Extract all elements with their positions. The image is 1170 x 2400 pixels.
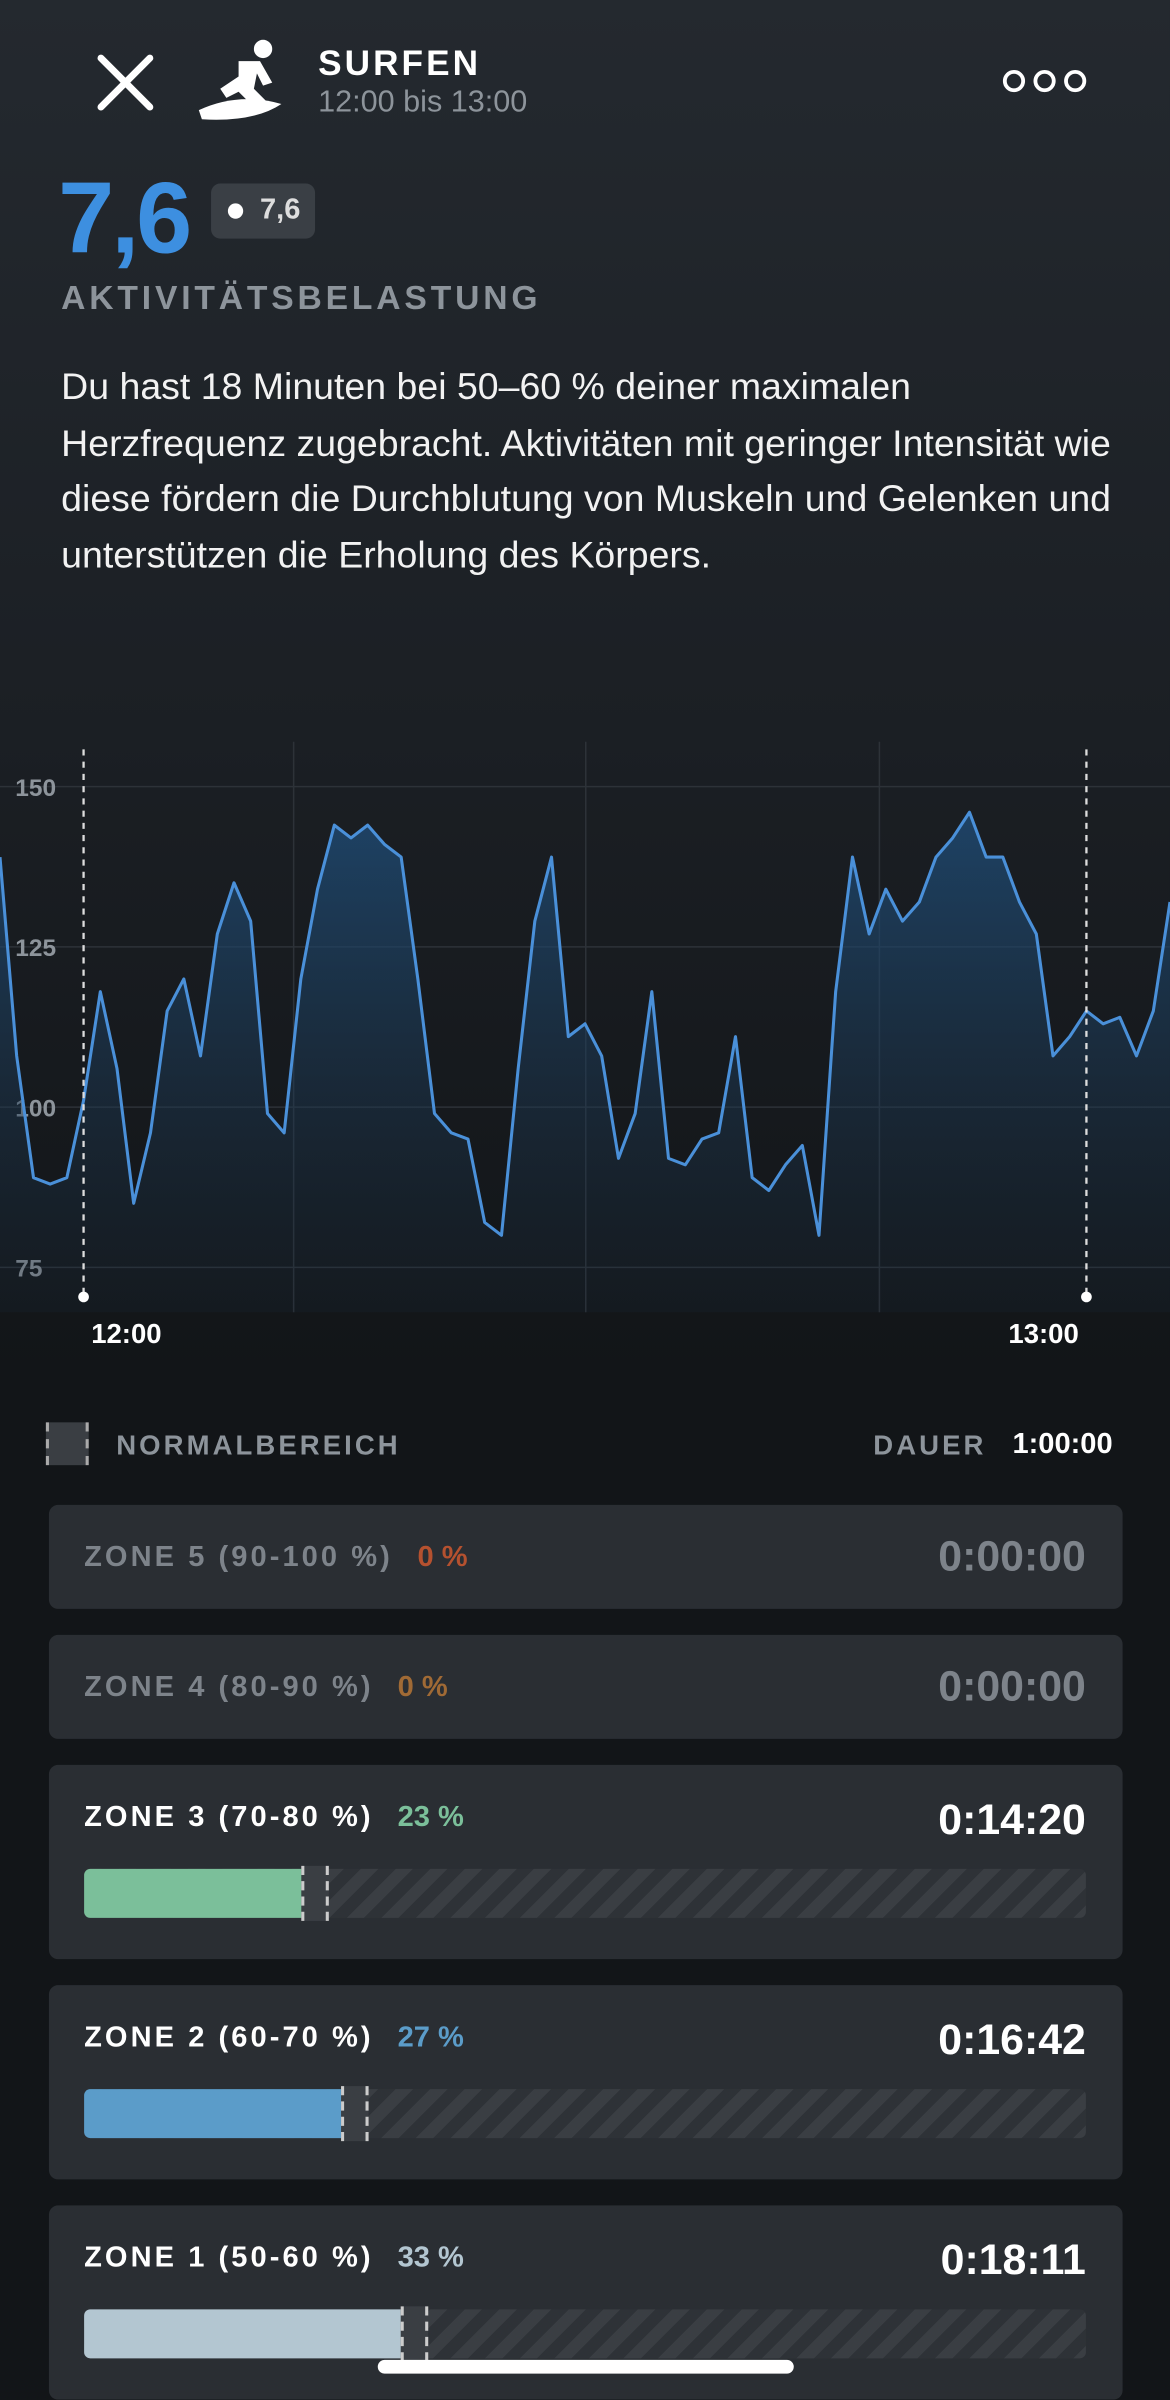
score-value: 7,6 bbox=[58, 160, 192, 274]
zone-name: ZONE 2 (60-70 %) bbox=[84, 2021, 374, 2054]
zone-name: ZONE 4 (80-90 %) bbox=[84, 1671, 374, 1704]
zone-bar bbox=[84, 2309, 415, 2359]
zone-card: ZONE 1 (50-60 %) 33 % 0:18:11 bbox=[48, 2205, 1123, 2400]
zone-name: ZONE 5 (90-100 %) bbox=[84, 1541, 393, 1574]
activity-time: 12:00 bis 13:00 bbox=[318, 85, 528, 120]
normal-range-marker bbox=[400, 2306, 429, 2362]
zone-percent: 33 % bbox=[397, 2242, 464, 2275]
zone-track bbox=[84, 2306, 1086, 2362]
duration-total: 1:00:00 bbox=[1012, 1428, 1113, 1461]
description: Du hast 18 Minuten bei 50–60 % deiner ma… bbox=[61, 367, 1112, 576]
normal-range-marker bbox=[340, 2086, 369, 2142]
y-tick-label: 150 bbox=[15, 775, 56, 802]
zone-duration: 0:16:42 bbox=[938, 2015, 1086, 2064]
duration-label: DAUER bbox=[873, 1429, 987, 1461]
surf-icon bbox=[198, 39, 282, 120]
x-tick-dot bbox=[1081, 1291, 1092, 1303]
home-indicator bbox=[377, 2359, 794, 2374]
normal-range-swatch bbox=[45, 1422, 89, 1466]
zone-track bbox=[84, 1865, 1086, 1921]
area bbox=[0, 812, 1170, 1313]
activity-title: SURFEN bbox=[318, 42, 482, 83]
close-button[interactable] bbox=[92, 49, 159, 116]
zone-percent: 0 % bbox=[397, 1671, 448, 1704]
zone-duration: 0:14:20 bbox=[938, 1795, 1086, 1843]
zone-name: ZONE 1 (50-60 %) bbox=[84, 2242, 374, 2275]
zone-card: ZONE 5 (90-100 %) 0 % 0:00:00 bbox=[48, 1504, 1123, 1609]
zone-card: ZONE 2 (60-70 %) 27 % 0:16:42 bbox=[48, 1985, 1123, 2180]
zone-card: ZONE 4 (80-90 %) 0 % 0:00:00 bbox=[48, 1634, 1123, 1739]
zone-duration: 0:00:00 bbox=[938, 1532, 1086, 1580]
zone-bar bbox=[84, 1868, 315, 1918]
zone-percent: 23 % bbox=[397, 1801, 464, 1834]
normal-range-label: NORMALBEREICH bbox=[116, 1429, 401, 1461]
zone-duration: 0:00:00 bbox=[938, 1662, 1086, 1710]
y-tick-label: 125 bbox=[15, 935, 56, 962]
normal-range-marker bbox=[300, 1865, 329, 1921]
heart-rate-line bbox=[0, 810, 1170, 1237]
zone-percent: 27 % bbox=[397, 2021, 464, 2054]
zone-percent: 0 % bbox=[417, 1541, 468, 1574]
score-label: AKTIVITÄTSBELASTUNG bbox=[61, 278, 542, 317]
zone-duration: 0:18:11 bbox=[940, 2235, 1086, 2284]
x-tick-label: 13:00 bbox=[1008, 1318, 1078, 1349]
zone-card: ZONE 3 (70-80 %) 23 % 0:14:20 bbox=[48, 1764, 1123, 1960]
zone-name: ZONE 3 (70-80 %) bbox=[84, 1801, 374, 1834]
more-button[interactable] bbox=[1000, 64, 1089, 98]
score-badge: 7,6 bbox=[211, 183, 316, 239]
x-tick-label: 12:00 bbox=[91, 1318, 161, 1349]
x-tick-dot bbox=[78, 1291, 89, 1303]
zone-track bbox=[84, 2086, 1086, 2142]
zone-bar bbox=[84, 2089, 355, 2139]
